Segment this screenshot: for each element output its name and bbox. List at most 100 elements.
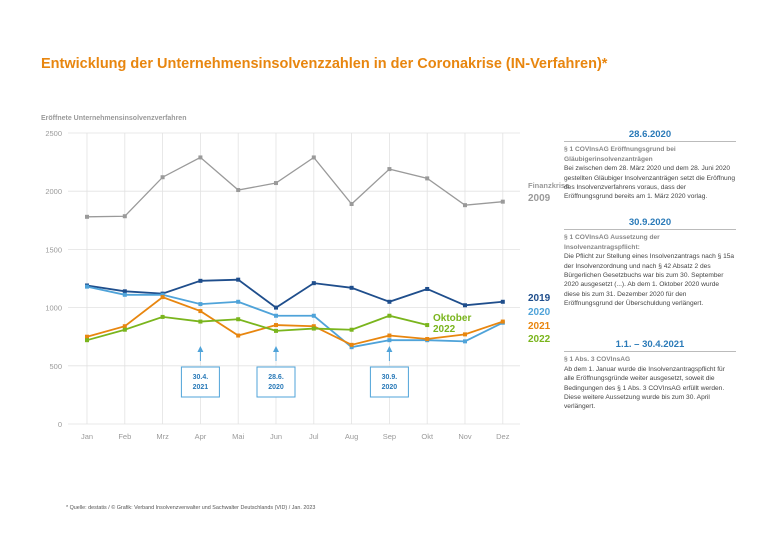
callout-arrowhead (386, 346, 393, 352)
data-point-2019 (198, 278, 203, 283)
callout-box (180, 366, 220, 398)
data-point-2019 (500, 299, 505, 304)
data-point-2022 (236, 317, 241, 322)
data-point-2009 (500, 199, 505, 204)
data-point-2022 (311, 326, 316, 331)
series-label-2019: 2019 (528, 293, 551, 304)
series-label-2022: 2022 (528, 334, 551, 345)
data-point-2021 (236, 333, 241, 338)
sidebar-note: 1.1. – 30.4.2021 § 1 Abs. 3 COVInsAG Ab de… (564, 340, 736, 412)
x-tick-label: Nov (458, 432, 472, 441)
data-point-2020 (387, 338, 392, 343)
series-line-2021 (86, 296, 504, 346)
x-tick-label: Sep (383, 432, 396, 441)
series-line-2022 (86, 314, 428, 342)
data-point-2021 (500, 319, 505, 324)
data-point-2022 (198, 319, 203, 324)
sidebar-note-body: Die Pflicht zur Stellung eines Insolvenz… (564, 253, 735, 308)
x-tick-label: Aug (345, 432, 358, 441)
callout-arrowhead (273, 346, 279, 352)
source-footnote: * Quelle: destatis / © Grafik: Verband I… (66, 505, 316, 511)
data-point-2009 (85, 214, 89, 219)
data-point-2022 (122, 327, 127, 332)
data-point-2009 (274, 181, 278, 186)
data-point-2019 (349, 285, 354, 290)
series-label-2009: Finanzkrise (528, 181, 569, 190)
x-tick-label: Okt (421, 432, 434, 441)
data-point-2021 (349, 342, 354, 347)
callout-label: 30.4. (193, 374, 209, 381)
callout-label: 28.6. (268, 374, 284, 381)
sidebar-note-date: 28.6.2020 (564, 130, 736, 143)
data-point-2021 (160, 295, 165, 300)
callout-arrowhead (197, 346, 204, 352)
data-point-2021 (425, 337, 430, 342)
data-point-2021 (311, 324, 316, 329)
chart-title: Entwicklung der Unternehmensinsolvenzzah… (41, 56, 608, 72)
x-tick-label: Mai (232, 432, 244, 441)
data-point-2020 (274, 313, 278, 318)
data-point-2021 (463, 332, 467, 337)
data-point-2019 (387, 299, 392, 304)
data-point-2009 (311, 155, 316, 160)
data-point-2020 (160, 292, 165, 297)
sidebar-note-date: 30.9.2020 (564, 218, 736, 231)
x-tick-label: Mrz (156, 432, 169, 441)
series-line-2019 (86, 278, 503, 309)
data-point-2009 (160, 175, 165, 180)
data-point-2021 (122, 324, 127, 329)
annotation-text: Oktober (433, 313, 471, 324)
y-tick-label: 2500 (45, 129, 62, 138)
data-point-2019 (122, 289, 127, 294)
sidebar-note-subtitle: § 1 Abs. 3 COVInsAG (564, 356, 631, 364)
data-point-2020 (198, 302, 203, 307)
x-tick-label: Jun (270, 432, 282, 441)
series-label-2009: 2009 (528, 193, 551, 204)
data-point-2009 (236, 188, 241, 193)
callout-label: 2020 (382, 384, 398, 391)
y-tick-label: 0 (58, 420, 62, 429)
data-point-2009 (463, 203, 467, 208)
callout-label: 2020 (268, 384, 284, 391)
series-line-2009 (86, 156, 503, 218)
y-tick-label: 1000 (45, 304, 62, 313)
data-point-2022 (274, 328, 278, 333)
data-point-2022 (387, 313, 392, 318)
callout-box (369, 366, 409, 398)
x-tick-label: Jan (81, 432, 93, 441)
series-label-2021: 2021 (528, 321, 551, 332)
data-point-2009 (349, 202, 354, 207)
data-point-2021 (85, 334, 89, 339)
y-tick-label: 500 (49, 362, 62, 371)
x-tick-label: Jul (309, 432, 319, 441)
data-point-2020 (463, 339, 467, 344)
data-point-2019 (274, 305, 278, 310)
data-point-2009 (387, 167, 392, 172)
data-point-2019 (425, 286, 430, 291)
y-tick-label: 1500 (45, 245, 62, 254)
data-point-2009 (425, 176, 430, 181)
data-point-2022 (425, 323, 430, 328)
y-tick-label: 2000 (45, 187, 62, 196)
data-point-2022 (85, 338, 89, 343)
data-point-2020 (311, 313, 316, 318)
y-axis-label: Eröffnete Unternehmensinsolvenzverfahren (41, 115, 186, 122)
series-line-2020 (86, 285, 504, 349)
data-point-2009 (122, 214, 127, 219)
data-point-2022 (160, 314, 165, 319)
callout-box (256, 366, 296, 398)
data-point-2009 (198, 155, 203, 160)
data-point-2021 (198, 309, 203, 314)
sidebar-note: 30.9.2020 § 1 COVInsAG Aussetzung der Ins… (564, 218, 736, 309)
data-point-2021 (274, 323, 278, 328)
x-tick-label: Dez (496, 432, 510, 441)
sidebar-note-body: Bei zwischen dem 28. März 2020 und dem 2… (564, 165, 736, 201)
sidebar-note-body: Ab dem 1. Januar wurde die Insolvenzantr… (564, 365, 725, 411)
data-point-2019 (463, 303, 467, 308)
data-point-2019 (311, 281, 316, 286)
sidebar-note: 28.6.2020 § 1 COVInsAG Eröffnungsgrund be… (564, 130, 736, 202)
data-point-2020 (349, 345, 354, 350)
sidebar-note-subtitle: § 1 COVInsAG Eröffnungsgrund bei Gläubig… (564, 146, 676, 163)
annotation-text: 2022 (433, 324, 456, 335)
